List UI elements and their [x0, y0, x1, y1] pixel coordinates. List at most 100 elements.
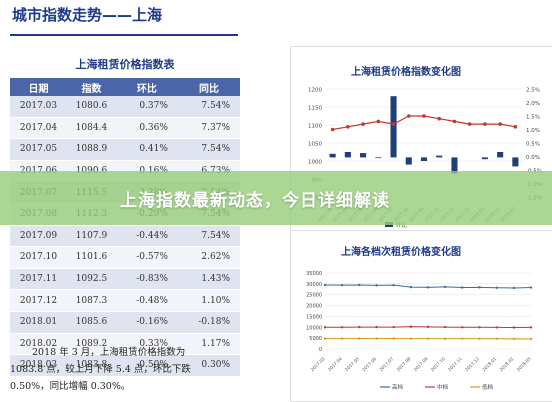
- cell-index: 1092.5: [67, 268, 116, 291]
- cell-index: 1080.6: [67, 96, 116, 118]
- cell-mom: 0.36%: [115, 117, 178, 140]
- cell-yoy: 7.37%: [177, 117, 240, 140]
- chart-bar: [451, 157, 458, 174]
- cell-mom: -0.48%: [115, 289, 178, 312]
- cell-date: 2017.03: [10, 96, 68, 118]
- line-point: [422, 114, 426, 118]
- line-point: [443, 337, 447, 340]
- col-header-index: 指数: [67, 78, 116, 96]
- line-point: [426, 325, 430, 329]
- table-header-row: 日期 指数 环比 同比: [10, 78, 240, 96]
- line-point: [461, 337, 464, 340]
- line-point: [409, 325, 413, 328]
- x-tick-label: 2018.02: [498, 356, 515, 373]
- x-tick-label: 2017.05: [344, 356, 361, 373]
- line-point: [483, 122, 487, 126]
- chart-bar: [360, 153, 367, 158]
- line-point: [529, 337, 533, 341]
- col-header-yoy: 同比: [177, 78, 240, 96]
- cell-index: 1101.6: [67, 246, 116, 269]
- y-tick-label: 35000: [306, 271, 322, 277]
- caption-line: 1083.8 点，较上月下降 5.4 点，环比下跌: [10, 364, 191, 375]
- page-title: 城市指数走势——上海: [12, 6, 163, 24]
- line-point: [495, 326, 498, 329]
- table-row: 2017.12 1087.3 -0.48% 1.10%: [10, 289, 240, 312]
- x-tick-label: 2017.06: [361, 356, 378, 373]
- x-tick-label: 2017.03: [310, 356, 327, 373]
- line-point: [340, 326, 344, 329]
- line-point: [478, 337, 481, 340]
- line-point: [361, 122, 365, 126]
- cell-yoy: -0.18%: [177, 311, 240, 334]
- table-row: 2018.02 1089.2 0.33% 1.17%: [10, 333, 240, 356]
- chart2-title: 上海各档次租赁价格变化图: [341, 247, 461, 258]
- cell-mom: -0.16%: [115, 311, 178, 334]
- y-tick-label-right: 0.0%: [526, 155, 540, 161]
- line-point: [323, 283, 327, 287]
- y-tick-label-left: 1000: [308, 160, 322, 166]
- cell-index: 1107.9: [67, 225, 116, 248]
- line-point: [452, 119, 457, 124]
- chart-bar: [405, 157, 412, 165]
- cell-mom: 0.37%: [115, 96, 178, 118]
- cell-index: 1087.3: [67, 289, 116, 312]
- line-point: [478, 286, 481, 289]
- y-tick-label: 5000: [309, 336, 322, 342]
- line-point: [495, 286, 498, 289]
- cell-mom: -0.83%: [115, 268, 178, 291]
- table-row: 2017.05 1088.9 0.41% 7.54%: [10, 138, 240, 161]
- line-point: [323, 326, 327, 329]
- line-point: [513, 125, 518, 129]
- table-row: 2018.01 1085.6 -0.16% -0.18%: [10, 311, 240, 334]
- x-tick-label: 2017.12: [464, 356, 481, 373]
- legend-label: 高档: [392, 383, 404, 391]
- legend-label: 环比: [396, 221, 408, 229]
- index-table: 日期 指数 环比 同比 2017.03 1080.6 0.37% 7.54% 2017.…: [10, 78, 240, 377]
- cell-yoy: 2.62%: [177, 246, 240, 269]
- y-tick-label-left: 1150: [308, 106, 322, 112]
- cell-index: 1084.4: [67, 117, 116, 140]
- series-line: [332, 115, 516, 131]
- y-tick-label-left: 1100: [308, 124, 322, 130]
- line-point: [426, 286, 430, 289]
- cell-mom: 0.41%: [115, 138, 178, 161]
- line-point: [498, 122, 502, 126]
- x-tick-label: 2017.08: [395, 356, 412, 373]
- cell-mom: -0.50%: [115, 354, 178, 377]
- y-tick-label-right: 1.0%: [526, 128, 540, 134]
- cell-date: 2017.11: [10, 268, 68, 291]
- line-point: [529, 326, 533, 329]
- line-point: [443, 325, 447, 329]
- line-point: [340, 337, 344, 340]
- cell-index: 1085.6: [67, 311, 116, 334]
- line-point: [376, 119, 381, 124]
- cell-yoy: 7.54%: [177, 138, 240, 161]
- cell-date: 2017.12: [10, 289, 68, 312]
- cell-index: 1088.9: [67, 138, 116, 161]
- line-point: [406, 114, 411, 118]
- table-row: 2017.11 1092.5 -0.83% 1.43%: [10, 268, 240, 291]
- chart1-title: 上海租赁价格指数变化图: [351, 67, 461, 78]
- x-tick-label: 2017.04: [327, 356, 344, 373]
- line-point: [323, 337, 327, 340]
- chart-bar: [420, 157, 428, 161]
- x-tick-label: 2017.11: [447, 356, 464, 373]
- cell-date: 2018.03: [10, 354, 68, 377]
- caption-line: 0.50%，同比增幅 0.30%。: [10, 381, 131, 392]
- line-point: [512, 337, 516, 341]
- legend-label: 低档: [482, 383, 494, 391]
- table-row: 2017.10 1101.6 -0.57% 2.62%: [10, 246, 240, 269]
- table-row: 2017.04 1084.4 0.36% 7.37%: [10, 117, 240, 140]
- cell-yoy: 0.30%: [177, 354, 240, 377]
- cell-yoy: 1.10%: [177, 289, 240, 312]
- x-tick-label: 2017.10: [430, 356, 447, 373]
- headline-banner: [0, 171, 552, 225]
- chart-bar: [481, 157, 488, 160]
- line-point: [392, 325, 395, 329]
- table-row: 2018.03 1083.8 -0.50% 0.30%: [10, 354, 240, 377]
- chart-bar: [497, 152, 504, 158]
- banner-headline: 上海指数最新动态，今日详细解读: [120, 191, 390, 211]
- chart-bar: [390, 96, 397, 158]
- cell-index: 1083.8: [67, 354, 116, 377]
- line-point: [409, 337, 413, 340]
